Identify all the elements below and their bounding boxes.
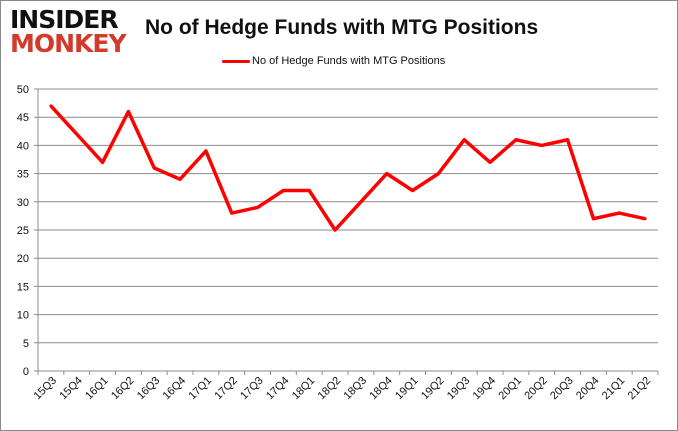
x-tick-label: 19Q3	[445, 375, 473, 403]
data-point	[333, 228, 337, 232]
data-point	[436, 172, 440, 176]
data-point	[101, 160, 105, 164]
data-point	[49, 104, 53, 108]
legend: No of Hedge Funds with MTG Positions	[222, 55, 445, 67]
data-point	[462, 138, 466, 142]
data-point	[540, 143, 544, 147]
x-tick-label: 16Q2	[109, 375, 137, 403]
legend-label: No of Hedge Funds with MTG Positions	[252, 55, 446, 67]
x-tick-label: 18Q2	[316, 375, 344, 403]
x-tick-label: 21Q1	[600, 375, 628, 403]
data-point	[385, 172, 389, 176]
logo-line1: INSIDER	[10, 5, 119, 34]
y-tick-label: 15	[17, 281, 29, 293]
y-tick-label: 45	[17, 112, 29, 124]
series-line	[49, 104, 646, 232]
y-tick-label: 40	[17, 140, 29, 152]
data-point	[204, 149, 208, 153]
x-tick-label: 19Q2	[419, 375, 447, 403]
x-tick-label: 19Q4	[471, 375, 499, 403]
y-tick-label: 10	[17, 310, 29, 322]
y-tick-label: 20	[17, 253, 29, 265]
y-tick-label: 0	[23, 366, 29, 378]
x-tick-label: 17Q4	[264, 375, 292, 403]
data-point	[617, 211, 621, 215]
y-tick-label: 25	[17, 225, 29, 237]
data-point	[178, 177, 182, 181]
x-tick-label: 15Q4	[57, 375, 85, 403]
y-tick-label: 5	[23, 338, 29, 350]
x-tick-label: 18Q1	[290, 375, 318, 403]
data-point	[359, 200, 363, 204]
x-tick-label: 18Q4	[367, 375, 395, 403]
data-point	[591, 217, 595, 221]
data-point	[230, 211, 234, 215]
data-point	[126, 110, 130, 114]
x-tick-label: 21Q2	[626, 375, 654, 403]
chart-title: No of Hedge Funds with MTG Positions	[145, 16, 539, 39]
x-tick-label: 20Q3	[548, 375, 576, 403]
data-point	[566, 138, 570, 142]
x-tick-label: 15Q3	[32, 375, 60, 403]
x-tick-label: 17Q2	[212, 375, 240, 403]
data-point	[514, 138, 518, 142]
x-tick-label: 20Q2	[522, 375, 550, 403]
logo-line2: MONKEY	[10, 29, 127, 58]
y-tick-label: 35	[17, 169, 29, 181]
x-tick-label: 17Q3	[238, 375, 266, 403]
data-point	[152, 166, 156, 170]
x-tick-label: 16Q4	[161, 375, 189, 403]
x-tick-label: 18Q3	[342, 375, 370, 403]
data-point	[643, 217, 647, 221]
data-point	[281, 189, 285, 193]
x-tick-label: 17Q1	[187, 375, 215, 403]
data-point	[75, 132, 79, 136]
x-tick-label: 16Q3	[135, 375, 163, 403]
x-tick-label: 16Q1	[83, 375, 111, 403]
y-tick-label: 30	[17, 197, 29, 209]
legend-swatch	[222, 59, 250, 63]
x-tick-label: 19Q1	[393, 375, 421, 403]
x-tick-label: 20Q1	[497, 375, 525, 403]
x-tick-label: 20Q4	[574, 375, 602, 403]
data-point	[256, 205, 260, 209]
y-tick-label: 50	[17, 84, 29, 96]
data-point	[411, 189, 415, 193]
data-point	[488, 160, 492, 164]
data-point	[307, 189, 311, 193]
insider-monkey-logo: INSIDER MONKEY	[10, 5, 127, 58]
